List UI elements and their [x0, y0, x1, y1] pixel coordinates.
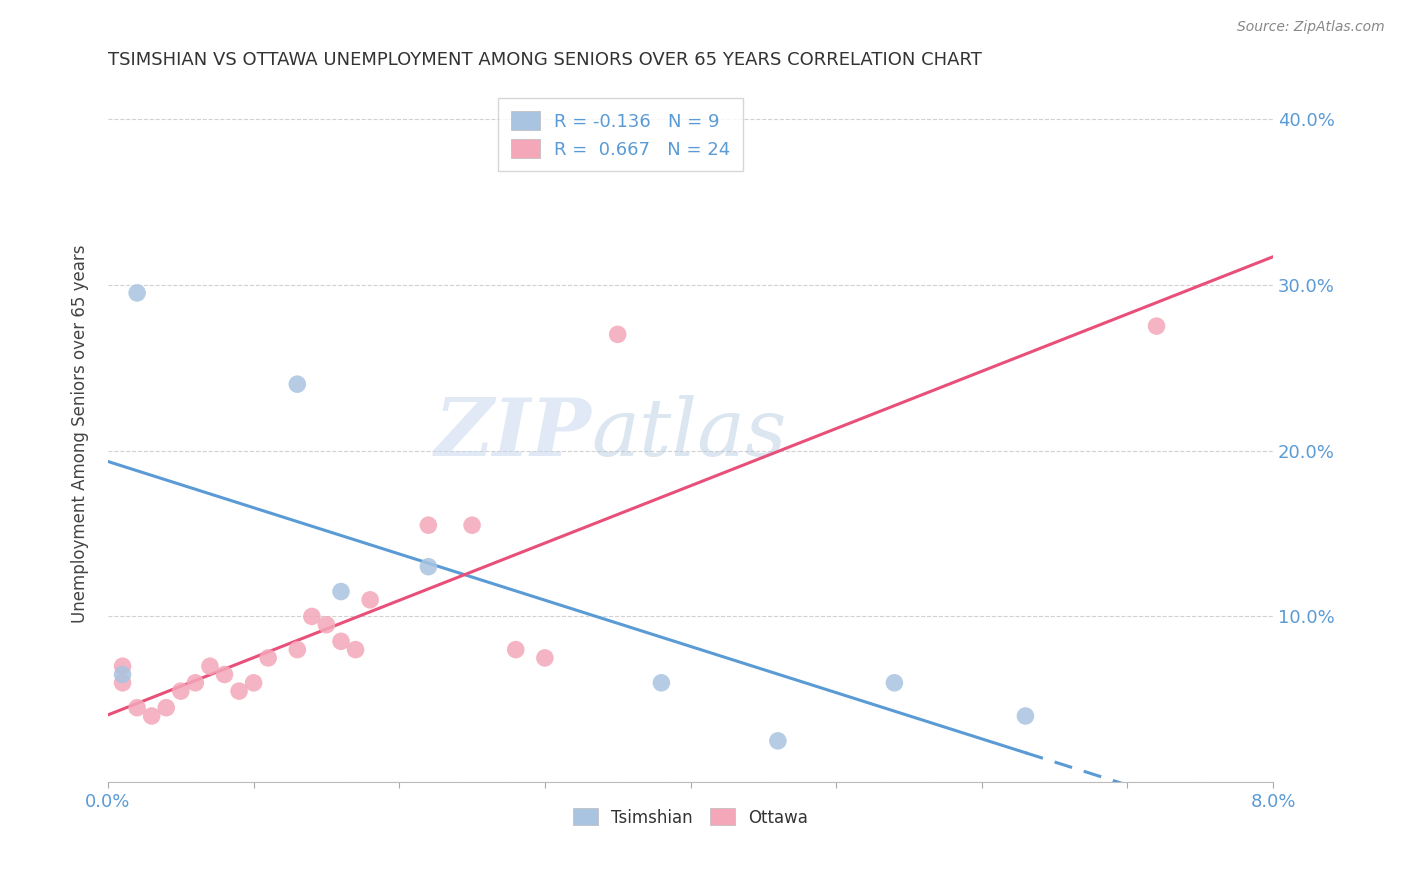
Point	[285, 642, 308, 657]
Point	[650, 675, 672, 690]
Point	[285, 377, 308, 392]
Point	[534, 651, 557, 665]
Point	[214, 667, 236, 681]
Point	[111, 659, 134, 673]
Point	[1014, 709, 1036, 723]
Point	[155, 700, 177, 714]
Point	[184, 675, 207, 690]
Point	[127, 285, 149, 300]
Point	[418, 559, 440, 574]
Point	[127, 700, 149, 714]
Point	[505, 642, 527, 657]
Point	[198, 659, 221, 673]
Point	[141, 709, 163, 723]
Point	[315, 617, 337, 632]
Point	[257, 651, 280, 665]
Point	[111, 667, 134, 681]
Point	[330, 634, 353, 648]
Text: Source: ZipAtlas.com: Source: ZipAtlas.com	[1237, 20, 1385, 34]
Point	[418, 518, 440, 533]
Point	[242, 675, 264, 690]
Point	[330, 584, 353, 599]
Point	[766, 734, 789, 748]
Text: atlas: atlas	[592, 395, 787, 473]
Y-axis label: Unemployment Among Seniors over 65 years: Unemployment Among Seniors over 65 years	[72, 244, 89, 624]
Point	[344, 642, 367, 657]
Point	[301, 609, 323, 624]
Point	[461, 518, 484, 533]
Point	[228, 684, 250, 698]
Point	[359, 592, 381, 607]
Point	[1146, 319, 1168, 334]
Text: ZIP: ZIP	[434, 395, 592, 473]
Point	[111, 675, 134, 690]
Legend: Tsimshian, Ottawa: Tsimshian, Ottawa	[567, 802, 814, 833]
Text: TSIMSHIAN VS OTTAWA UNEMPLOYMENT AMONG SENIORS OVER 65 YEARS CORRELATION CHART: TSIMSHIAN VS OTTAWA UNEMPLOYMENT AMONG S…	[108, 51, 981, 69]
Point	[883, 675, 905, 690]
Point	[170, 684, 193, 698]
Point	[606, 327, 628, 342]
